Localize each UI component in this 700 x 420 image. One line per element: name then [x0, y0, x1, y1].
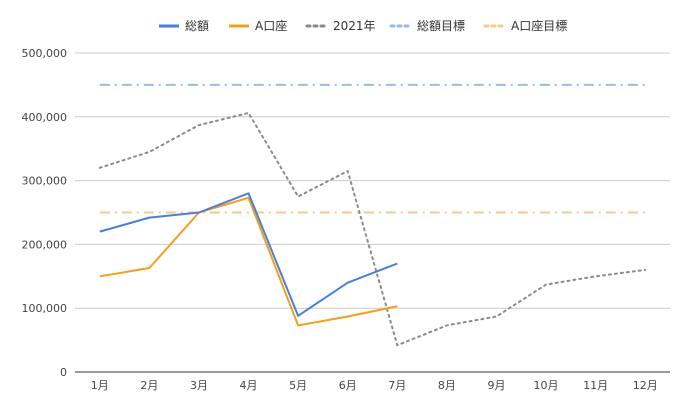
y-tick-label: 500,000 [22, 47, 68, 60]
x-tick-label: 2月 [140, 379, 158, 392]
x-tick-label: 3月 [190, 379, 208, 392]
x-tick-label: 7月 [388, 379, 406, 392]
series-line-2 [98, 111, 647, 347]
legend-item: 2021年 [305, 19, 376, 33]
series-line-0 [99, 192, 398, 317]
legend-label: A口座 [255, 18, 287, 33]
x-tick-label: 11月 [583, 379, 608, 392]
legend-item: A口座目標 [483, 18, 567, 33]
y-tick-label: 300,000 [22, 175, 68, 188]
legend-item: 総額 [159, 19, 209, 33]
x-tick-label: 4月 [240, 379, 258, 392]
series-lines [98, 83, 647, 347]
series-line-1 [99, 196, 398, 327]
gridlines [75, 52, 670, 373]
legend-label: 総額目標 [417, 19, 465, 33]
x-tick-label: 10月 [534, 379, 559, 392]
x-tick-label: 1月 [91, 379, 109, 392]
y-tick-label: 200,000 [22, 238, 68, 251]
legend-item: A口座 [229, 18, 287, 33]
legend-label: A口座目標 [511, 18, 567, 33]
y-tick-label: 100,000 [22, 302, 68, 315]
legend-label: 2021年 [333, 19, 376, 33]
x-tick-label: 8月 [438, 379, 456, 392]
x-tick-label: 6月 [339, 379, 357, 392]
legend: 総額 A口座 2021年 総額目標 A口座目標 [159, 18, 567, 33]
y-tick-label: 0 [60, 366, 67, 379]
x-axis: 1月 2月 3月 4月 5月 6月 7月 8月 9月 10月 11月 12月 [91, 379, 658, 392]
y-tick-label: 400,000 [22, 111, 68, 124]
legend-label: 総額 [185, 19, 209, 33]
x-tick-label: 9月 [487, 379, 505, 392]
x-tick-label: 5月 [289, 379, 307, 392]
y-axis: 0 100,000 200,000 300,000 400,000 500,000 [22, 47, 68, 379]
x-tick-label: 12月 [633, 379, 658, 392]
legend-item: 総額目標 [389, 19, 465, 33]
